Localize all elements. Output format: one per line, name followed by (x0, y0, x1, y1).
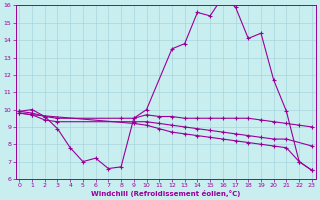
X-axis label: Windchill (Refroidissement éolien,°C): Windchill (Refroidissement éolien,°C) (91, 190, 240, 197)
